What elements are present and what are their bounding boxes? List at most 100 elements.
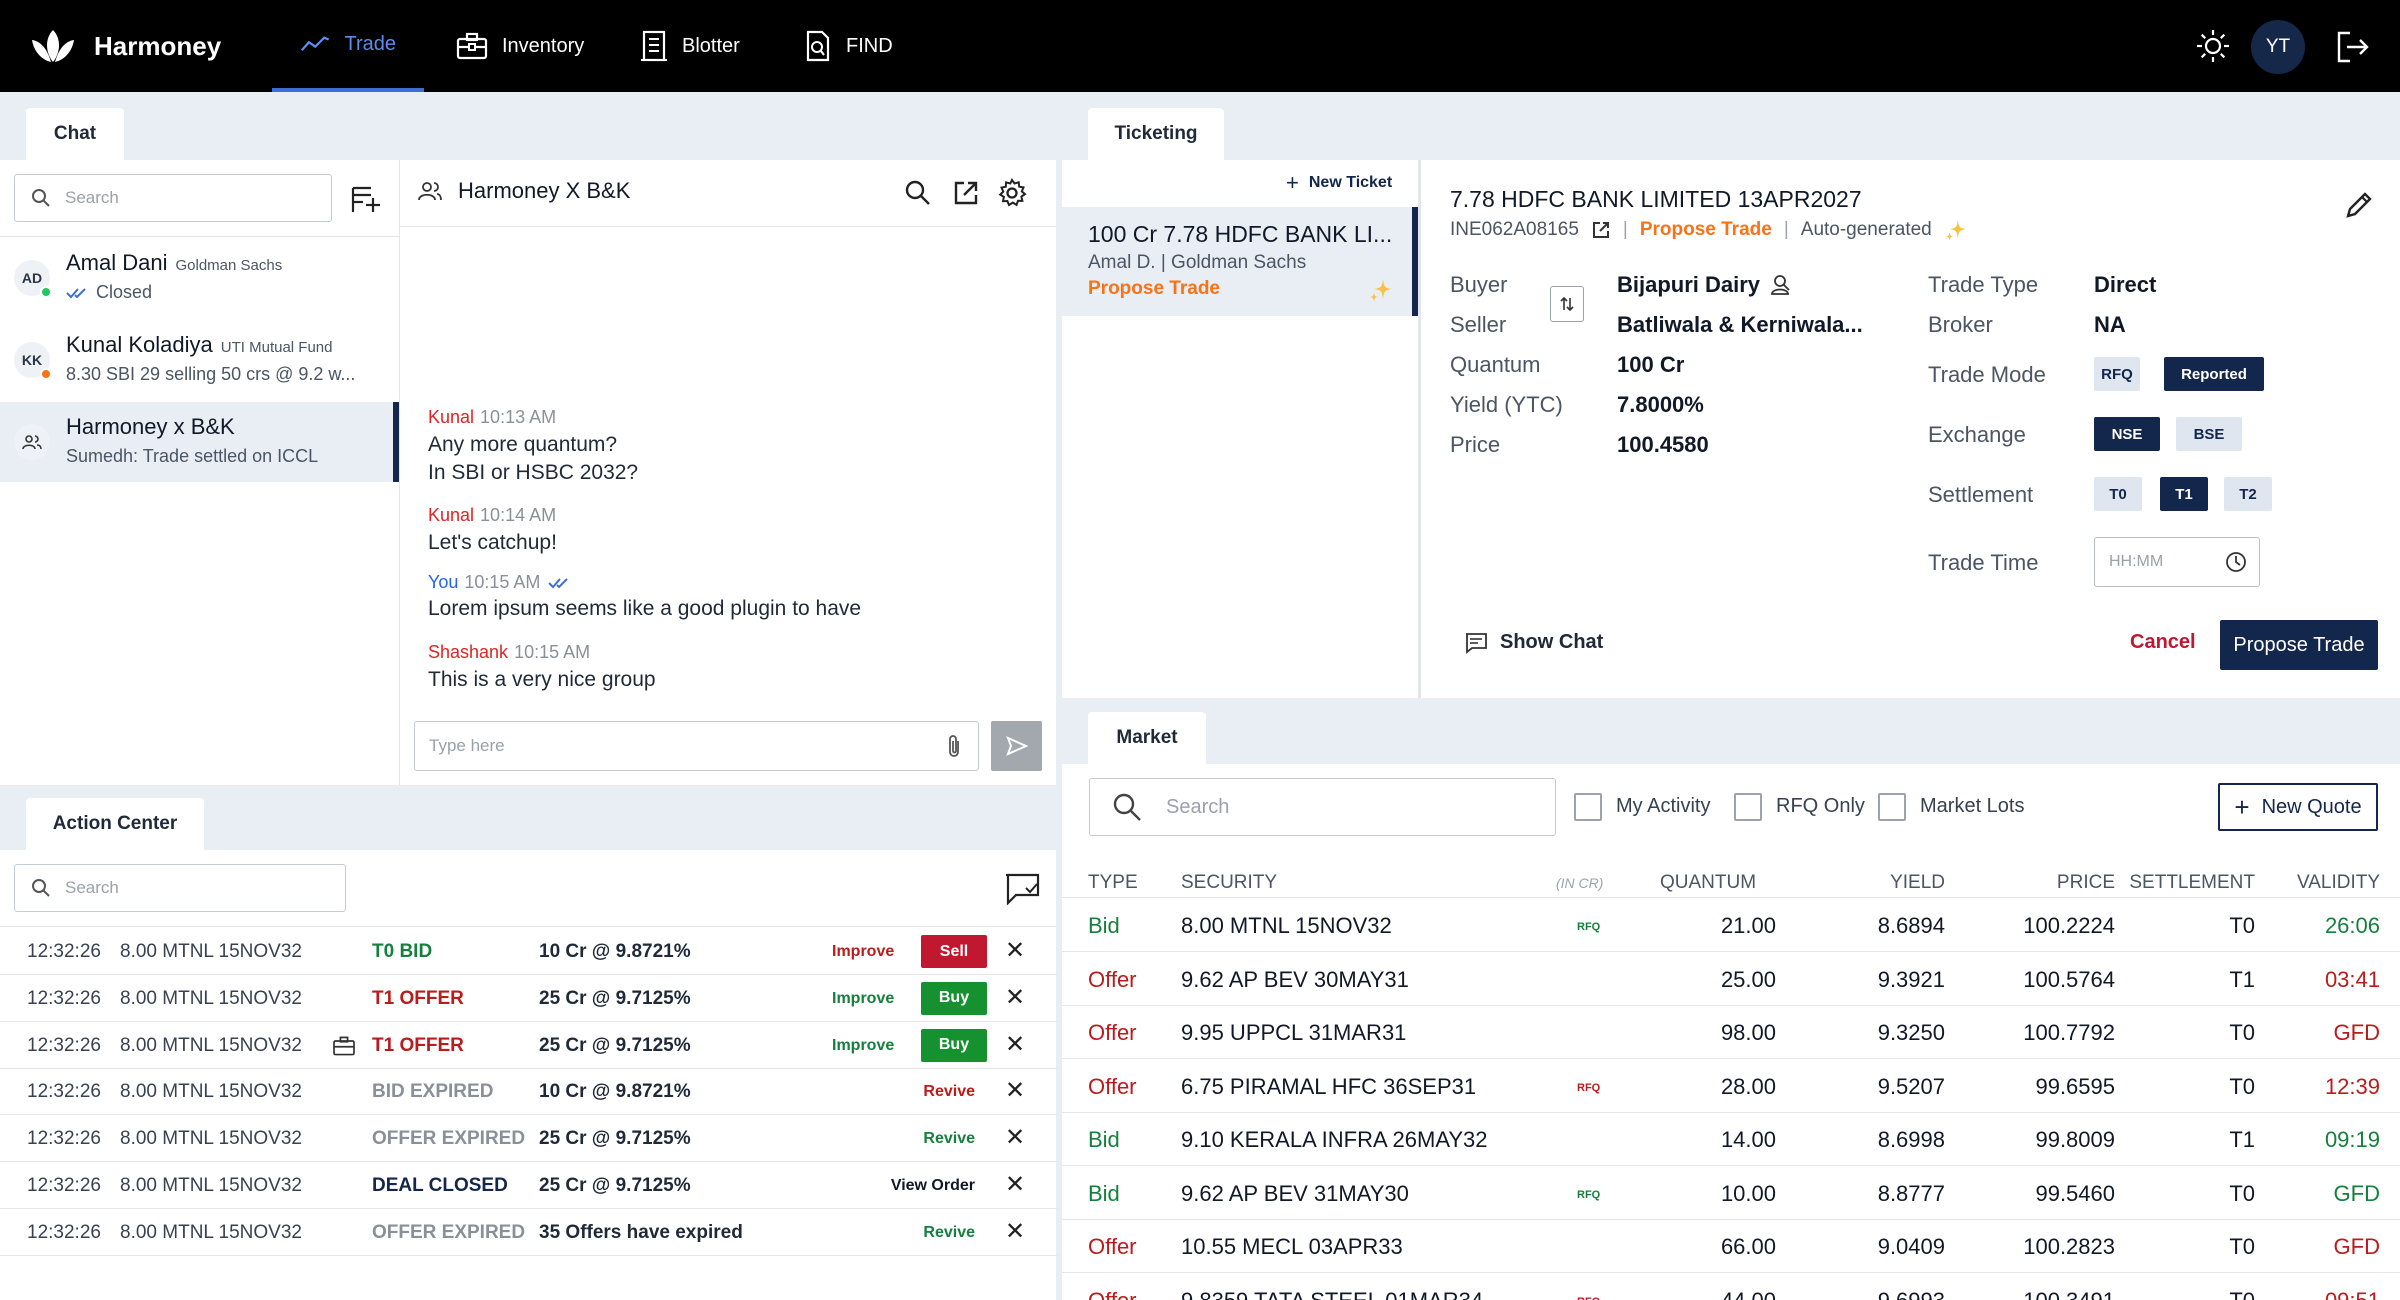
nav-tab-blotter[interactable]: Blotter <box>612 0 768 92</box>
search-icon <box>1113 793 1141 821</box>
improve-button[interactable]: Improve <box>832 943 895 960</box>
settlement-t1-chip[interactable]: T1 <box>2160 477 2208 511</box>
market-row[interactable]: Offer 9.8359 TATA STEEL 01MAR34 RFQ 44.00 9.… <box>1062 1274 2400 1300</box>
improve-button[interactable]: Improve <box>832 1036 895 1054</box>
ticket-detail-title: 7.78 HDFC BANK LIMITED 13APR2027 <box>1450 186 1862 212</box>
ticket-list-item[interactable]: 100 Cr 7.78 HDFC BANK LI... Amal D. | Go… <box>1062 207 1418 316</box>
market-lots-checkbox[interactable] <box>1878 793 1906 821</box>
action-center-panel <box>0 850 1056 1300</box>
market-search-input[interactable]: Search <box>1089 778 1556 836</box>
dismiss-close-icon[interactable]: ✕ <box>1005 1171 1026 1198</box>
send-button[interactable] <box>991 721 1042 771</box>
tab-action-center[interactable]: Action Center <box>26 798 204 850</box>
row-price: 99.6595 <box>2035 1073 2115 1099</box>
market-row[interactable]: Bid 9.62 AP BEV 31MAY30 RFQ 10.00 8.8777 99.5… <box>1062 1167 2400 1220</box>
propose-trade-button[interactable]: Propose Trade <box>2220 620 2378 670</box>
action-center-search-input[interactable]: Search <box>14 864 346 912</box>
show-chat-button[interactable]: Show Chat <box>1464 631 1603 654</box>
dismiss-close-icon[interactable]: ✕ <box>1005 1217 1026 1245</box>
row-validity: 09:51 <box>2324 1287 2380 1300</box>
buy-button[interactable]: Buy <box>921 1028 987 1062</box>
nav-tab-find[interactable]: FIND <box>776 0 921 92</box>
rfq-badge: RFQ <box>1577 1081 1601 1094</box>
field-label-broker: Broker <box>1928 312 1993 337</box>
search-icon[interactable] <box>904 179 932 207</box>
row-quantum: 28.00 <box>1720 1073 1776 1099</box>
chat-list-item-harmoney-bk[interactable]: Harmoney x B&K Sumedh: Trade settled on … <box>0 402 399 482</box>
cancel-button[interactable]: Cancel <box>2130 631 2196 653</box>
market-row[interactable]: Offer 10.55 MECL 03APR33 66.00 9.0409 100.28… <box>1062 1220 2400 1273</box>
message-time: 10:14 AM <box>480 505 557 525</box>
plus-icon: + <box>1286 170 1299 195</box>
row-settlement: T0 <box>2229 1073 2255 1099</box>
improve-button[interactable]: Improve <box>832 989 895 1007</box>
nav-tab-inventory[interactable]: Inventory <box>428 0 612 92</box>
revive-button[interactable]: Revive <box>923 1223 975 1241</box>
rfq-only-checkbox[interactable] <box>1734 793 1762 821</box>
exchange-bse-chip[interactable]: BSE <box>2176 417 2242 451</box>
trade-mode-rfq-chip[interactable]: RFQ <box>2094 357 2140 391</box>
field-label-yield: Yield (YTC) <box>1450 392 1563 417</box>
new-quote-button[interactable]: + New Quote <box>2218 783 2378 831</box>
brand[interactable]: Harmoney <box>30 26 221 66</box>
dismiss-close-icon[interactable]: ✕ <box>1005 1030 1026 1058</box>
new-ticket-button[interactable]: + New Ticket <box>1286 170 1392 196</box>
user-avatar[interactable]: YT <box>2251 20 2305 74</box>
ticket-source: Auto-generated <box>1800 219 1932 240</box>
new-chat-icon[interactable] <box>351 184 383 214</box>
view-order-button[interactable]: View Order <box>890 1177 975 1194</box>
action-center-row: 12:32:26 8.00 MTNL 15NOV32 BID EXPIRED 10 C… <box>0 1068 1058 1116</box>
open-external-icon[interactable] <box>952 179 980 207</box>
dismiss-close-icon[interactable]: ✕ <box>1005 1124 1026 1152</box>
my-activity-checkbox[interactable] <box>1574 793 1602 821</box>
attachment-paperclip-icon[interactable] <box>946 733 962 759</box>
dismiss-close-icon[interactable]: ✕ <box>1005 983 1026 1011</box>
message-sender: Shashank <box>428 642 509 662</box>
chat-search-input[interactable]: Search <box>14 174 332 222</box>
chat-check-icon[interactable] <box>1004 873 1040 905</box>
row-status: T1 OFFER <box>372 1034 464 1056</box>
input-placeholder: Type here <box>429 736 505 755</box>
tab-ticketing[interactable]: Ticketing <box>1088 108 1224 160</box>
swap-buyer-seller-button[interactable] <box>1550 286 1584 322</box>
buy-button[interactable]: Buy <box>921 981 987 1015</box>
settlement-t0-chip[interactable]: T0 <box>2094 477 2142 511</box>
exchange-nse-chip[interactable]: NSE <box>2094 417 2160 451</box>
message-text: Lorem ipsum seems like a good plugin to … <box>428 597 862 620</box>
field-label-price: Price <box>1450 432 1501 457</box>
dismiss-close-icon[interactable]: ✕ <box>1005 937 1026 964</box>
trade-mode-reported-chip[interactable]: Reported <box>2164 357 2264 391</box>
column-header-yield: YIELD <box>1890 872 1945 893</box>
revive-button[interactable]: Revive <box>923 1083 975 1101</box>
market-row[interactable]: Offer 6.75 PIRAMAL HFC 36SEP31 RFQ 28.00 9.5… <box>1062 1060 2400 1113</box>
market-row[interactable]: Offer 9.62 AP BEV 30MAY31 25.00 9.3921 100.5… <box>1062 953 2400 1006</box>
nav-tab-trade[interactable]: Trade <box>272 0 424 92</box>
row-validity: 12:39 <box>2324 1073 2380 1099</box>
contact-org: Goldman Sachs <box>175 257 283 274</box>
settings-gear-icon[interactable] <box>997 178 1027 208</box>
sell-button[interactable]: Sell <box>921 935 987 968</box>
market-row[interactable]: Bid 8.00 MTNL 15NOV32 RFQ 21.00 8.6894 100.22… <box>1062 899 2400 952</box>
logout-icon[interactable] <box>2336 31 2370 63</box>
top-navigation-bar: Harmoney Trade Inventory Blotter FIND YT <box>0 0 2400 92</box>
row-security: 9.62 AP BEV 30MAY31 <box>1181 966 1409 992</box>
message-input[interactable]: Type here <box>414 721 979 771</box>
open-external-icon[interactable] <box>1591 220 1611 240</box>
chat-list-item-amal-dani[interactable]: AD Amal Dani Goldman Sachs Closed <box>0 238 399 318</box>
market-row[interactable]: Offer 9.95 UPPCL 31MAR31 98.00 9.3250 100.77… <box>1062 1006 2400 1059</box>
chat-list-item-kunal-koladiya[interactable]: KK Kunal Koladiya UTI Mutual Fund 8.30 SB… <box>0 320 399 400</box>
trade-time-input[interactable]: HH:MM <box>2094 537 2260 587</box>
settlement-t2-chip[interactable]: T2 <box>2224 477 2272 511</box>
market-row[interactable]: Bid 9.10 KERALA INFRA 26MAY32 14.00 8.6998 9… <box>1062 1113 2400 1166</box>
theme-toggle-sun-icon[interactable] <box>2196 29 2230 63</box>
dismiss-close-icon[interactable]: ✕ <box>1005 1077 1026 1105</box>
row-yield: 9.3921 <box>1877 966 1945 992</box>
rfq-badge: RFQ <box>1577 1188 1601 1201</box>
show-chat-label: Show Chat <box>1500 631 1604 653</box>
edit-pencil-icon[interactable] <box>2344 190 2374 220</box>
tab-chat[interactable]: Chat <box>26 108 124 160</box>
tab-market[interactable]: Market <box>1088 712 1206 764</box>
revive-button[interactable]: Revive <box>923 1130 975 1148</box>
row-price: 100.2823 <box>2023 1234 2115 1259</box>
sparkle-icon <box>1945 219 1966 242</box>
